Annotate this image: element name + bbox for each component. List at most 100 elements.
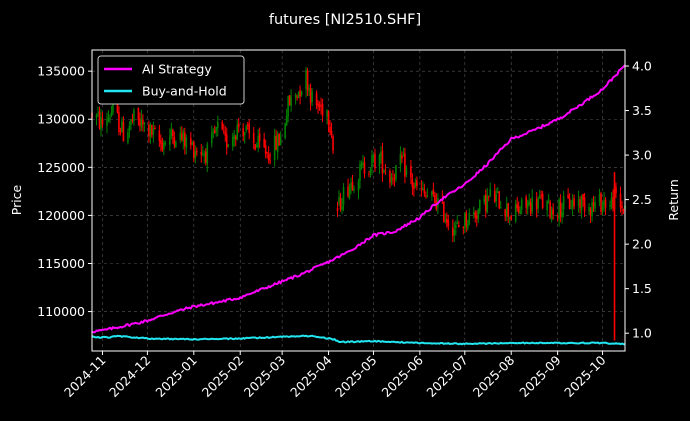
candle-body bbox=[478, 199, 481, 212]
candle-body bbox=[535, 198, 538, 210]
candle-body bbox=[121, 120, 123, 133]
candle-body bbox=[540, 195, 542, 197]
candle-body bbox=[552, 208, 554, 215]
candle-body bbox=[487, 195, 490, 197]
x-tick-label: 2025-06 bbox=[378, 352, 426, 400]
candle-body bbox=[242, 128, 245, 137]
y-tick-label-left: 130000 bbox=[37, 112, 85, 127]
candle-body bbox=[143, 122, 146, 124]
candle-body bbox=[130, 119, 132, 126]
candle-body bbox=[359, 163, 361, 182]
candle-body bbox=[395, 165, 397, 180]
candle-body bbox=[149, 124, 152, 137]
candle-body bbox=[116, 101, 119, 113]
candle-body bbox=[196, 151, 198, 153]
candle-body bbox=[287, 96, 289, 117]
x-tick-label: 2025-04 bbox=[287, 352, 335, 400]
candle-body bbox=[252, 133, 255, 144]
candle-body bbox=[493, 191, 496, 202]
candle-body bbox=[206, 144, 209, 164]
y-tick-label-left: 110000 bbox=[37, 304, 85, 319]
candle-body bbox=[621, 205, 623, 209]
candle-body bbox=[573, 198, 575, 207]
candle-body bbox=[320, 105, 322, 107]
candle-body bbox=[474, 212, 477, 218]
candle-body bbox=[546, 201, 548, 211]
x-tick-label: 2024-12 bbox=[106, 353, 154, 401]
candle-body bbox=[538, 195, 541, 199]
candle-body bbox=[483, 195, 486, 203]
candle-body bbox=[201, 153, 204, 155]
candle-body bbox=[98, 111, 101, 128]
candle-body bbox=[133, 109, 135, 122]
candle-body bbox=[390, 176, 393, 183]
candle-body bbox=[148, 124, 150, 136]
candle-body bbox=[357, 181, 360, 191]
candle-body bbox=[477, 209, 480, 219]
candle-body bbox=[109, 117, 111, 119]
candle-body bbox=[372, 154, 375, 158]
candle-body bbox=[139, 119, 141, 126]
candle-body bbox=[212, 130, 215, 132]
candle-body bbox=[210, 132, 213, 144]
candle-body bbox=[288, 95, 291, 105]
candle-body bbox=[465, 213, 468, 227]
candle-body bbox=[158, 130, 161, 142]
candle-body bbox=[131, 119, 134, 122]
candle-body bbox=[122, 122, 125, 142]
candle-body bbox=[468, 213, 471, 224]
candle-body bbox=[612, 197, 614, 209]
candle-body bbox=[353, 188, 355, 191]
candle-body bbox=[531, 197, 533, 212]
candle-body bbox=[519, 210, 521, 214]
candle-body bbox=[378, 155, 381, 167]
candle-body bbox=[413, 186, 415, 189]
candle-body bbox=[294, 94, 297, 98]
candle-body bbox=[267, 154, 270, 161]
candle-body bbox=[404, 153, 406, 177]
candle-body bbox=[330, 130, 333, 135]
candle-body bbox=[181, 134, 183, 140]
candle-body bbox=[401, 155, 403, 159]
candle-body bbox=[213, 130, 216, 134]
candle-body bbox=[350, 182, 352, 188]
candle-body bbox=[110, 112, 113, 116]
candle-body bbox=[234, 136, 237, 140]
y-tick-label-right: 4.0 bbox=[632, 59, 652, 74]
candle-body bbox=[446, 218, 448, 223]
candle-body bbox=[420, 187, 423, 189]
candle-body bbox=[169, 136, 171, 145]
candle-body bbox=[622, 209, 625, 211]
candle-body bbox=[556, 216, 559, 218]
candle-body bbox=[305, 69, 307, 90]
chart-title: futures [NI2510.SHF] bbox=[269, 12, 421, 28]
candle-body bbox=[402, 155, 405, 157]
y-tick-label-left: 115000 bbox=[37, 256, 85, 271]
candle-body bbox=[374, 153, 376, 169]
candle-body bbox=[455, 224, 457, 228]
candle-body bbox=[257, 135, 259, 148]
candle-body bbox=[399, 153, 402, 166]
candle-body bbox=[106, 120, 108, 126]
candle-body bbox=[499, 207, 502, 209]
y-tick-label-left: 125000 bbox=[37, 160, 85, 175]
candle-body bbox=[549, 201, 551, 218]
x-tick-label: 2024-11 bbox=[61, 353, 109, 401]
candle-body bbox=[142, 119, 144, 125]
candle-body bbox=[453, 229, 456, 235]
candle-body bbox=[580, 196, 583, 211]
candle-body bbox=[164, 143, 167, 144]
candle-body bbox=[309, 88, 312, 104]
candle-body bbox=[172, 129, 174, 137]
candle-body bbox=[341, 206, 343, 210]
candle-body bbox=[347, 186, 349, 197]
candle-body bbox=[152, 128, 155, 135]
candle-body bbox=[351, 182, 354, 191]
candle-body bbox=[579, 199, 581, 209]
candle-body bbox=[284, 123, 286, 139]
candle-body bbox=[384, 171, 387, 173]
candle-body bbox=[594, 202, 596, 209]
candle-body bbox=[151, 124, 153, 136]
candle-body bbox=[562, 196, 565, 210]
candle-body bbox=[571, 200, 574, 208]
